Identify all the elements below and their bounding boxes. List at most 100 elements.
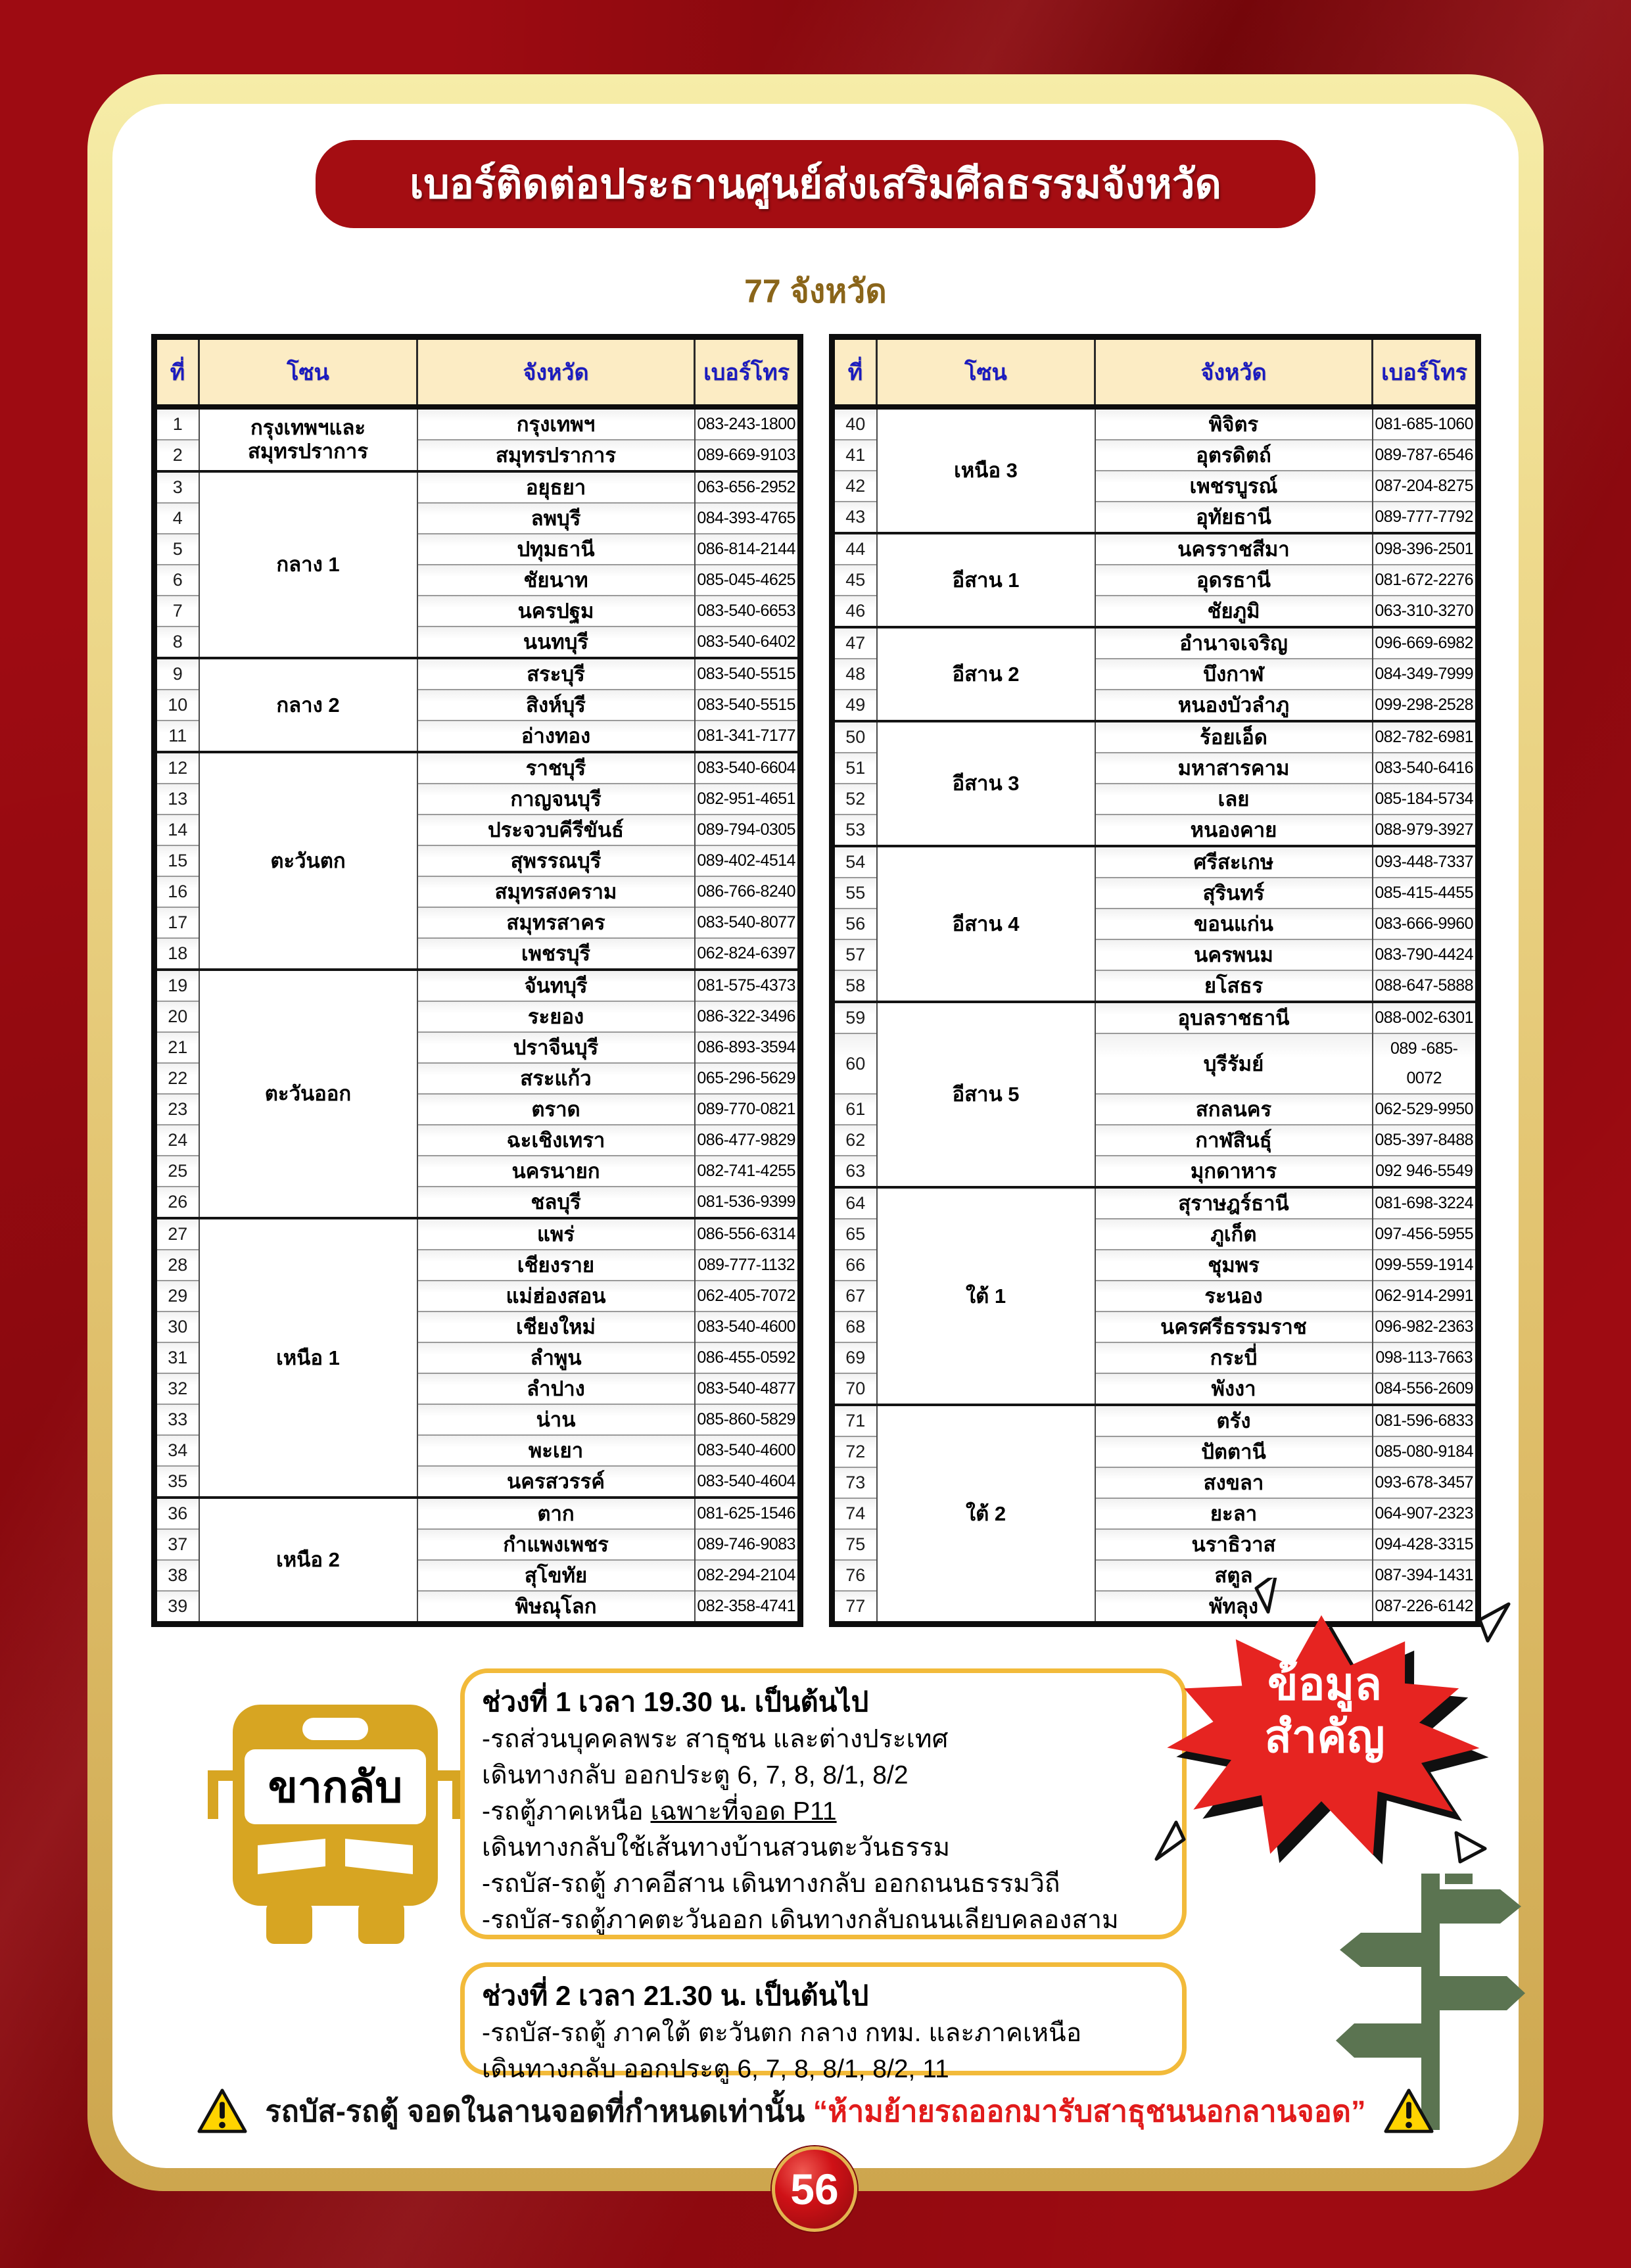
table-row: 75 นราธิวาส 094-428-3315 — [831, 1528, 1479, 1560]
province-cell: ตาก — [416, 1496, 696, 1529]
phone-cell: 085-045-4625 — [694, 564, 801, 596]
phone-cell: 089-787-6546 — [1371, 439, 1479, 471]
row-number-cell: 7 — [153, 595, 200, 626]
phone-cell: 084-556-2609 — [1371, 1373, 1479, 1405]
row-number-cell: 2 — [153, 439, 200, 471]
province-cell: สมุทรสาคร — [416, 907, 696, 938]
province-cell: ศรีสะเกษ — [1094, 845, 1373, 878]
table-row: 23 ตราด 089-770-0821 — [153, 1093, 801, 1125]
province-cell: หนองคาย — [1094, 814, 1373, 846]
parking-warning: รถบัส-รถตู้ จอดในลานจอดที่กำหนดเท่านั้น … — [0, 2083, 1631, 2139]
schedule-box-1: ช่วงที่ 1 เวลา 19.30 น. เป็นต้นไป -รถส่วน… — [460, 1668, 1187, 1939]
page-title: เบอร์ติดต่อประธานศูนย์ส่งเสริมศีลธรรมจัง… — [316, 140, 1315, 228]
table-row: 20 ระยอง 086-322-3496 — [153, 1001, 801, 1032]
zone-cell: กลาง 1 — [198, 470, 418, 658]
row-number-cell: 43 — [831, 501, 878, 533]
table-row: 58 ยโสธร 088-647-5888 — [831, 970, 1479, 1002]
phone-cell: 085-860-5829 — [694, 1404, 801, 1435]
province-cell: ตราด — [416, 1093, 696, 1125]
province-cell: สิงห์บุรี — [416, 689, 696, 721]
row-number-cell: 42 — [831, 470, 878, 502]
province-cell: กำแพงเพชร — [416, 1528, 696, 1560]
phone-cell: 083-243-1800 — [694, 406, 801, 440]
province-cell: ตรัง — [1094, 1404, 1373, 1436]
table-row: 45 อุดรธานี 081-672-2276 — [831, 564, 1479, 596]
province-cell: พะเยา — [416, 1434, 696, 1466]
table-row: 74 ยะลา 064-907-2323 — [831, 1498, 1479, 1529]
phone-cell: 083-540-5515 — [694, 689, 801, 721]
zone-cell: อีสาน 4 — [876, 845, 1096, 1002]
province-cell: พังงา — [1094, 1373, 1373, 1405]
table-row: 28 เชียงราย 089-777-1132 — [153, 1249, 801, 1281]
table-row: 69 กระบี่ 098-113-7663 — [831, 1342, 1479, 1373]
phone-cell: 083-540-6402 — [694, 626, 801, 658]
province-cell: ยโสธร — [1094, 970, 1373, 1002]
row-number-cell: 10 — [153, 689, 200, 721]
zone-cell: อีสาน 3 — [876, 720, 1096, 846]
row-number-cell: 60 — [831, 1033, 878, 1094]
phone-cell: 062-824-6397 — [694, 937, 801, 970]
row-number-cell: 5 — [153, 533, 200, 565]
phone-cell: 085-397-8488 — [1371, 1124, 1479, 1156]
table-row: 36 เหนือ 2 ตาก 081-625-1546 — [153, 1496, 801, 1624]
warning-icon — [1383, 2089, 1434, 2133]
province-cell: อำนาจเจริญ — [1094, 626, 1373, 659]
phone-cell: 089-746-9083 — [694, 1528, 801, 1560]
row-number-cell: 47 — [831, 626, 878, 659]
table-row: 72 ปัตตานี 085-080-9184 — [831, 1436, 1479, 1467]
phone-cell: 092 946-5549 — [1371, 1155, 1479, 1187]
phone-cell: 081-672-2276 — [1371, 564, 1479, 596]
province-cell: กระบี่ — [1094, 1342, 1373, 1373]
row-number-cell: 18 — [153, 937, 200, 970]
row-number-cell: 54 — [831, 845, 878, 878]
row-number-cell: 40 — [831, 406, 878, 440]
province-cell: ระนอง — [1094, 1280, 1373, 1311]
province-cell: นครนายก — [416, 1155, 696, 1187]
province-cell: แม่ฮ่องสอน — [416, 1280, 696, 1311]
province-cell: ชัยนาท — [416, 564, 696, 596]
schedule-line: -รถบัส-รถตู้ ภาคอีสาน เดินทางกลับ ออกถนน… — [482, 1870, 1060, 1898]
row-number-cell: 46 — [831, 595, 878, 627]
bus-return-label: ขากลับ — [245, 1749, 426, 1824]
phone-cell: 085-415-4455 — [1371, 877, 1479, 909]
table-row: 56 ขอนแก่น 083-666-9960 — [831, 908, 1479, 939]
row-number-cell: 30 — [153, 1311, 200, 1342]
phone-cell: 083-540-6653 — [694, 595, 801, 626]
schedule-line: ช่วงที่ 1 เวลา 19.30 น. เป็นต้นไป — [482, 1686, 869, 1717]
phone-cell: 082-951-4651 — [694, 783, 801, 815]
warning-icon — [197, 2089, 247, 2133]
province-cell: ภูเก็ต — [1094, 1218, 1373, 1250]
column-header-zone: โซน — [198, 336, 418, 410]
table-row: 19 ตะวันออก จันทบุรี 081-575-4373 — [153, 968, 801, 1218]
zone-cell: อีสาน 1 — [876, 532, 1096, 627]
phone-cell: 087-204-8275 — [1371, 470, 1479, 502]
column-header-no: ที่ — [153, 336, 200, 410]
row-number-cell: 25 — [153, 1155, 200, 1187]
row-number-cell: 19 — [153, 968, 200, 1001]
schedule-line: -รถส่วนบุคคลพระ สาธุชน และต่างประเทศ — [482, 1725, 949, 1753]
zone-cell: อีสาน 2 — [876, 626, 1096, 721]
province-cell: ลพบุรี — [416, 502, 696, 534]
phone-cell: 083-540-6416 — [1371, 752, 1479, 784]
table-row: 48 บึงกาฬ 084-349-7999 — [831, 658, 1479, 690]
row-number-cell: 16 — [153, 876, 200, 907]
phone-cell: 065-296-5629 — [694, 1062, 801, 1094]
province-cell: สุพรรณบุรี — [416, 845, 696, 876]
phone-cell: 094-428-3315 — [1371, 1528, 1479, 1560]
column-header-phone: เบอร์โทร — [694, 336, 801, 410]
zone-cell: ตะวันออก — [198, 968, 418, 1218]
row-number-cell: 74 — [831, 1498, 878, 1529]
province-cell: อุบลราชธานี — [1094, 1001, 1373, 1033]
table-row: 29 แม่ฮ่องสอน 062-405-7072 — [153, 1280, 801, 1311]
zone-cell: เหนือ 1 — [198, 1217, 418, 1498]
table-row: 47 อีสาน 2 อำนาจเจริญ 096-669-6982 — [831, 626, 1479, 721]
table-row: 6 ชัยนาท 085-045-4625 — [153, 564, 801, 596]
phone-cell: 083-540-6604 — [694, 751, 801, 784]
table-row: 53 หนองคาย 088-979-3927 — [831, 814, 1479, 846]
province-cell: สุรินทร์ — [1094, 877, 1373, 909]
province-cell: ลำปาง — [416, 1373, 696, 1404]
province-cell: หนองบัวลำภู — [1094, 689, 1373, 721]
phone-cell: 086-766-8240 — [694, 876, 801, 907]
table-row: 14 ประจวบคีรีขันธ์ 089-794-0305 — [153, 814, 801, 845]
province-phone-table: ที่ โซน จังหวัด เบอร์โทร 40 เหนือ 3 พิจิตร 081-… — [829, 334, 1481, 1627]
